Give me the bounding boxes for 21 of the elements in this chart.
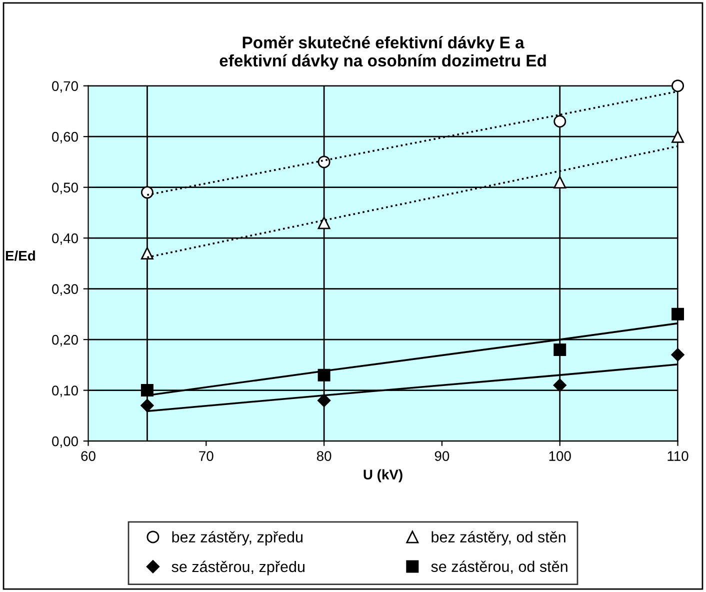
y-tick-label: 0,00 (52, 436, 78, 448)
x-tick-label: 70 (199, 451, 214, 461)
y-axis-title: E/Ed (6, 250, 35, 261)
x-tick-label: 100 (549, 451, 571, 461)
legend-label: bez zástěry, od stěn (432, 531, 566, 546)
x-tick-label: 90 (434, 451, 450, 461)
y-tick-label: 0,30 (52, 284, 78, 296)
y-tick-label: 0,50 (52, 182, 78, 194)
y-tick-label: 0,60 (52, 132, 78, 144)
legend-label: se zástěrou, zpředu (172, 560, 304, 576)
y-tick-label: 0,70 (52, 81, 78, 93)
x-tick-label: 80 (316, 451, 332, 461)
x-tick-label: 110 (668, 451, 688, 461)
chart-title: Poměr skutečné efektivní dávky E a efektivní dávky na osobním dozimetru Ed (220, 36, 546, 70)
legend-label: bez zástěry, zpředu (172, 531, 302, 546)
y-tick-label: 0,20 (52, 334, 78, 346)
x-axis-title: U (kV) (364, 469, 402, 482)
x-tick-label: 60 (81, 451, 96, 461)
y-tick-label: 0,40 (52, 233, 78, 245)
y-tick-label: 0,10 (52, 386, 78, 398)
legend-label: se zástěrou, od stěn (431, 560, 568, 574)
